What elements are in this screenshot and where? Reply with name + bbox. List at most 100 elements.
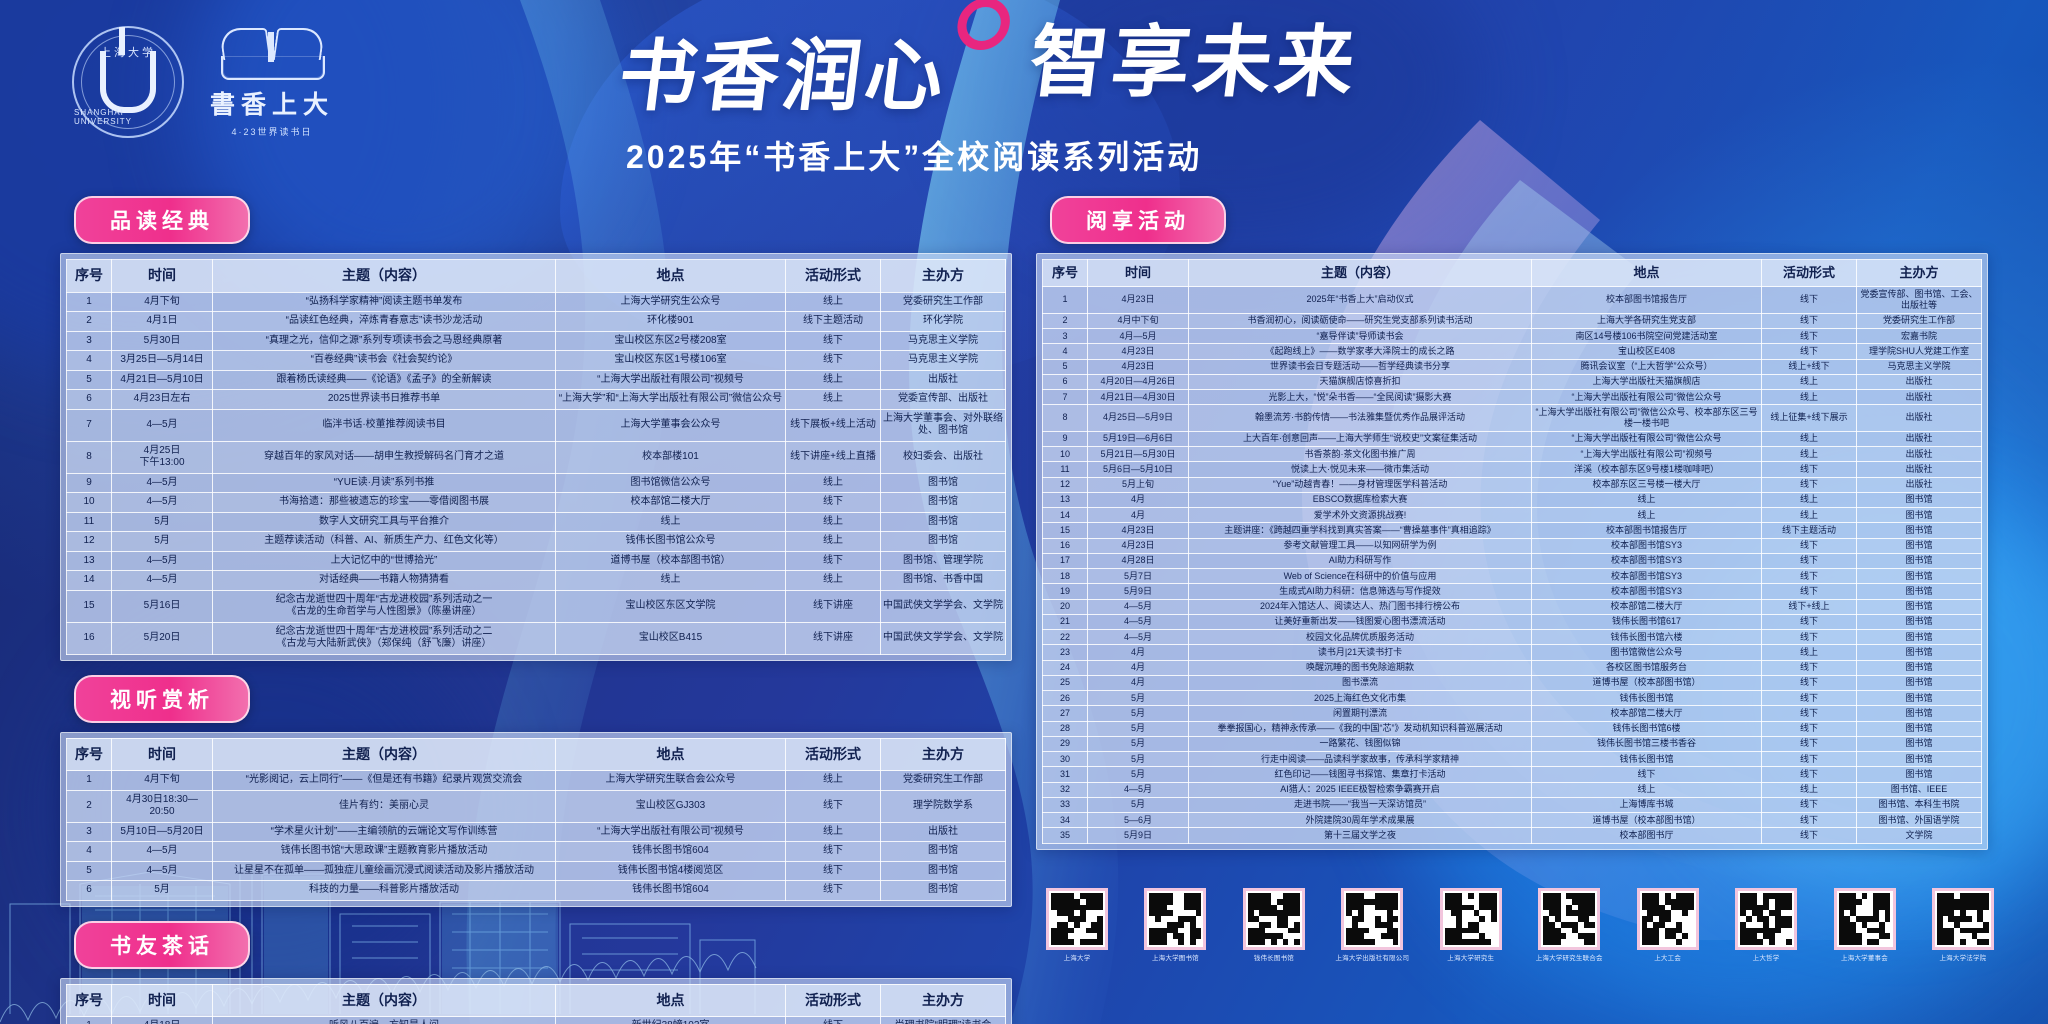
cell-4: 线下 [1761,750,1857,768]
cell-0: 14 [1042,506,1088,524]
cell-3: 钱伟长图书馆604 [555,841,786,862]
cell-3: 钱伟长图书馆公众号 [555,531,786,552]
qr-code-item[interactable]: 上海大学研究生联合会 [1532,888,1606,962]
qr-code-item[interactable]: 上海大学出版社有限公司 [1335,888,1409,962]
qr-code-item[interactable]: 钱伟长图书馆 [1237,888,1311,962]
cell-3: 环化楼901 [555,311,786,332]
cell-2: 穿越百年的家风对话——胡申生教授解码名门育才之道 [212,440,556,474]
qr-code-item[interactable]: 上海大学研究生 [1434,888,1508,962]
cell-2: “百卷经典”读书会《社会契约论》 [212,350,556,371]
column-header-1: 时间 [111,983,213,1017]
cell-5: 图书馆、外国语学院 [1856,811,1982,829]
cell-4: 线下 [1761,476,1857,493]
cell-2: 听风八百遍，方知是人间 [212,1016,556,1024]
cell-3: 校本部图书馆报告厅 [1531,522,1762,539]
cell-5: 出版社 [880,369,1006,390]
cell-5: 图书馆、本科生书院 [1856,796,1982,814]
cell-2: “品读红色经典，淬炼青春意志”读书沙龙活动 [212,311,556,332]
section-title-pill-shu-you-cha-hua: 书友茶话 [74,920,250,969]
cell-2: 跟着杨氏读经典——《论语》《孟子》的全新解读 [212,369,556,390]
cell-2: 生成式AI助力科研：信息筛选与写作提效 [1188,583,1532,600]
title-block: 书香润心 智享未来 2025年“书香上大”全校阅读系列活动 [614,0,1480,178]
cell-1: 3月25日—5月14日 [111,350,213,371]
table-row: 24 4月 唤醒沉睡的图书免除逾期款 各校区图书馆服务台 线下 图书馆 [1042,659,1982,676]
table-row: 1 4月23日 2025年“书香上大”启动仪式 校本部图书馆报告厅 线下 党委宣传部、图书… [1042,286,1982,314]
cell-3: 线上 [555,570,786,591]
qr-code-icon[interactable] [1931,888,1994,950]
cell-1: 4月 [1087,491,1189,509]
cell-3: 各校区图书馆服务台 [1531,659,1762,676]
right-column: 阅享活动 序号 时间 主题（内容） 地点 活动形式 主办方 1 4月23日 2025年“书香上大”… [1036,196,1988,864]
cell-4: 线下 [1761,343,1857,360]
cell-0: 26 [1042,689,1088,707]
cell-3: “上海大学出版社有限公司”视频号 [555,821,786,842]
column-header-2: 主题（内容） [1188,258,1532,288]
cell-5: 图书馆 [880,860,1006,881]
cell-3: 校本部图书馆SY3 [1531,552,1762,570]
table-row: 32 4—5月 AI猎人：2025 IEEE极智检索争霸赛开启 线上 线上 图书馆、IEE… [1042,781,1982,798]
table-row: 9 5月19日—6月6日 上大百年·创意回声——上海大学师生“说校史”文案征集活动 “… [1042,430,1982,448]
cell-1: 4—5月 [111,408,213,442]
table-row: 12 5月 主题荐读活动（科普、AI、新质生产力、红色文化等） 钱伟长图书馆公众号 线上… [66,531,1006,552]
cell-4: 线上+线下 [1761,358,1857,375]
cell-1: 5月10日—5月20日 [111,821,213,842]
column-header-0: 序号 [66,259,112,293]
cell-5: 环化学院 [880,311,1006,332]
cell-1: 4月—5月 [1087,327,1189,345]
section-title-row: 品读经典 [74,196,1012,244]
cell-5: 图书馆、管理学院 [880,550,1006,571]
cell-2: “弘扬科学家精神”阅读主题书单发布 [212,291,556,312]
column-header-3: 地点 [1531,258,1762,288]
qr-code-item[interactable]: 上海大学 [1040,888,1114,962]
cell-4: 线下 [1761,567,1857,585]
cell-3: 校本部图书馆SY3 [1531,583,1762,600]
cell-4: 线下 [785,350,881,371]
cell-3: 上海大学各研究生党支部 [1531,312,1762,330]
cell-1: 5月16日 [111,589,213,623]
cell-4: 线下 [785,330,881,351]
section-title-row: 视听赏析 [74,674,1012,723]
qr-code-icon[interactable] [1439,888,1502,950]
qr-code-icon[interactable] [1046,888,1108,950]
qr-code-icon[interactable] [1341,888,1404,950]
qr-code-icon[interactable] [1538,888,1601,950]
cell-1: 4月 [1087,506,1189,524]
cell-2: AI猎人：2025 IEEE极智检索争霸赛开启 [1188,781,1532,798]
qr-code-item[interactable]: 上大哲学 [1729,888,1803,962]
cell-0: 32 [1042,781,1088,798]
cell-5: 图书馆 [1856,659,1982,676]
qr-code-icon[interactable] [1833,888,1896,950]
qr-code-icon[interactable] [1144,888,1207,950]
cell-2: 主题荐读活动（科普、AI、新质生产力、红色文化等） [212,531,556,552]
column-header-3: 地点 [555,983,786,1017]
section-pin-du-jing-dian: 品读经典 序号 时间 主题（内容） 地点 活动形式 主办方 1 4月下旬 “弘扬科学家精神”阅读主… [60,196,1012,661]
cell-4: 线下 [1761,796,1857,814]
cell-1: 4—5月 [111,841,213,862]
qr-code-icon[interactable] [1636,888,1699,950]
cell-5: 马克思主义学院 [880,350,1006,371]
cell-0: 14 [66,570,112,591]
qr-code-label: 上海大学研究生 [1447,955,1495,962]
cell-0: 2 [66,789,112,823]
qr-code-icon[interactable] [1735,888,1798,950]
cell-0: 18 [1042,567,1088,585]
table-row: 13 4—5月 上大记忆中的“世博拾光” 道博书屋（校本部图书馆） 线下 图书馆、管理学院 [66,550,1006,571]
column-header-4: 活动形式 [785,737,881,771]
qr-code-item[interactable]: 上海大学董事会 [1828,888,1902,962]
qr-code-item[interactable]: 上海大学图书馆 [1138,888,1212,962]
qr-code-item[interactable]: 上海大学法学院 [1926,888,2000,962]
cell-0: 28 [1042,720,1088,737]
cell-4: 线上 [785,770,881,791]
cell-3: 校本部馆二楼大厅 [1531,598,1762,615]
table-row: 23 4月 读书月|21天读书打卡 图书馆微信公众号 线上 图书馆 [1042,644,1982,661]
cell-3: 洋溪（校本部东区9号楼1楼咖啡吧） [1531,461,1762,478]
qr-code-item[interactable]: 上大工会 [1631,888,1705,962]
table-container-shi-ting-shang-xi: 序号 时间 主题（内容） 地点 活动形式 主办方 1 4月下旬 “光影阅记，云上同行”——《但是… [60,731,1012,907]
qr-code-icon[interactable] [1242,888,1305,950]
table-row: 25 4月 图书漂流 道博书屋（校本部图书馆） 线下 图书馆 [1042,674,1982,692]
cell-5: 文学院 [1856,827,1982,844]
qr-code-label: 钱伟长图书馆 [1253,955,1294,962]
table-row: 6 4月23日左右 2025世界读书日推荐书单 “上海大学”和“上海大学出版社有限公司… [66,389,1006,410]
cell-5: 出版社 [1856,373,1982,391]
cell-3: 线下 [1531,766,1762,783]
